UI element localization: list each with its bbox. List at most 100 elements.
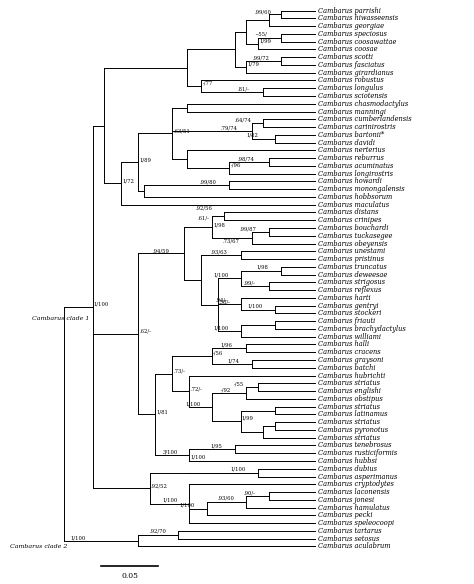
Text: Cambarus longirostris: Cambarus longirostris [318, 169, 393, 178]
Text: 1/100: 1/100 [71, 536, 86, 541]
Text: Cambarus clade 2: Cambarus clade 2 [9, 544, 67, 550]
Text: Cambarus hiwasseensis: Cambarus hiwasseensis [318, 15, 398, 22]
Text: Cambarus longulus: Cambarus longulus [318, 84, 383, 92]
Text: Cambarus clade 1: Cambarus clade 1 [32, 316, 90, 321]
Text: Cambarus parrishi: Cambarus parrishi [318, 6, 381, 15]
Text: ~55/: ~55/ [255, 32, 268, 37]
Text: .61/-: .61/- [198, 215, 210, 220]
Text: Cambarus graysoni: Cambarus graysoni [318, 356, 383, 364]
Text: Cambarus harti: Cambarus harti [318, 294, 371, 302]
Text: Cambarus striatus: Cambarus striatus [318, 418, 380, 426]
Text: Cambarus georgiae: Cambarus georgiae [318, 22, 384, 30]
Text: 1/81: 1/81 [156, 409, 168, 415]
Text: 1/96: 1/96 [221, 343, 233, 347]
Text: Cambarus hamulatus: Cambarus hamulatus [318, 503, 390, 512]
Text: .93/63: .93/63 [211, 249, 228, 255]
Text: -/55: -/55 [234, 381, 244, 387]
Text: Cambarus obstipus: Cambarus obstipus [318, 395, 383, 403]
Text: Cambarus halli: Cambarus halli [318, 340, 369, 349]
Text: 3/100: 3/100 [163, 449, 178, 454]
Text: .92/70: .92/70 [150, 529, 166, 534]
Text: Cambarus batchi: Cambarus batchi [318, 364, 375, 372]
Text: Cambarus fasciatus: Cambarus fasciatus [318, 61, 384, 69]
Text: Cambarus bouchardi: Cambarus bouchardi [318, 224, 389, 232]
Text: Cambarus maculatus: Cambarus maculatus [318, 201, 389, 208]
Text: .81/-: .81/- [238, 86, 250, 91]
Text: 1/82: 1/82 [246, 133, 258, 138]
Text: 1/99: 1/99 [242, 415, 254, 420]
Text: Cambarus asperimanus: Cambarus asperimanus [318, 472, 398, 481]
Text: Cambarus reburrus: Cambarus reburrus [318, 154, 384, 162]
Text: Cambarus obeyensis: Cambarus obeyensis [318, 239, 387, 248]
Text: Cambarus englishi: Cambarus englishi [318, 387, 381, 395]
Text: .90/-: .90/- [244, 490, 255, 495]
Text: 1/100: 1/100 [248, 304, 263, 309]
Text: 1/98: 1/98 [256, 265, 268, 270]
Text: Cambarus bartonii*: Cambarus bartonii* [318, 131, 384, 139]
Text: 1/100: 1/100 [185, 401, 201, 406]
Text: Cambarus monongalensis: Cambarus monongalensis [318, 185, 405, 193]
Text: .94/59: .94/59 [153, 248, 169, 253]
Text: 1/100: 1/100 [163, 498, 178, 503]
Text: Cambarus hubrichti: Cambarus hubrichti [318, 371, 385, 380]
Text: Cambarus speleocoopi: Cambarus speleocoopi [318, 519, 394, 527]
Text: 1/100: 1/100 [93, 302, 109, 307]
Text: .92/52: .92/52 [150, 483, 167, 488]
Text: Cambarus hobbsorum: Cambarus hobbsorum [318, 193, 392, 201]
Text: Cambarus davidi: Cambarus davidi [318, 138, 375, 147]
Text: Cambarus tuckasegee: Cambarus tuckasegee [318, 232, 392, 240]
Text: .99/72: .99/72 [252, 55, 269, 60]
Text: 1/98: 1/98 [214, 222, 226, 227]
Text: -/92: -/92 [221, 387, 231, 392]
Text: Cambarus williami: Cambarus williami [318, 333, 381, 340]
Text: Cambarus unestami: Cambarus unestami [318, 247, 385, 255]
Text: .63/51: .63/51 [174, 128, 191, 133]
Text: .99/87: .99/87 [239, 226, 256, 231]
Text: 1/79: 1/79 [248, 62, 260, 67]
Text: .98/74: .98/74 [238, 156, 255, 161]
Text: .73/67: .73/67 [222, 238, 239, 244]
Text: Cambarus gentryi: Cambarus gentryi [318, 302, 379, 310]
Text: Cambarus dubius: Cambarus dubius [318, 465, 377, 473]
Text: .99/-: .99/- [244, 280, 255, 286]
Text: 1/100: 1/100 [190, 454, 206, 460]
Text: Cambarus tartarus: Cambarus tartarus [318, 527, 382, 535]
Text: .92/56: .92/56 [195, 206, 212, 211]
Text: 1/100: 1/100 [214, 325, 229, 330]
Text: .64/74: .64/74 [235, 117, 252, 123]
Text: 1/100: 1/100 [180, 503, 195, 507]
Text: 1/99: 1/99 [259, 39, 271, 44]
Text: .93/60: .93/60 [218, 496, 235, 501]
Text: Cambarus scotti: Cambarus scotti [318, 53, 373, 61]
Text: Cambarus sciotensis: Cambarus sciotensis [318, 92, 387, 100]
Text: Cambarus cracens: Cambarus cracens [318, 348, 381, 356]
Text: Cambarus deweesae: Cambarus deweesae [318, 270, 387, 279]
Text: .99/60: .99/60 [255, 9, 272, 15]
Text: 0.05: 0.05 [121, 572, 138, 580]
Text: Cambarus jonesi: Cambarus jonesi [318, 496, 374, 504]
Text: 1/89: 1/89 [140, 157, 152, 162]
Text: -/96: -/96 [231, 162, 241, 167]
Text: Cambarus cumberlandensis: Cambarus cumberlandensis [318, 115, 412, 123]
Text: Cambarus girardianus: Cambarus girardianus [318, 69, 393, 77]
Text: Cambarus strigosus: Cambarus strigosus [318, 279, 385, 286]
Text: Cambarus laconensis: Cambarus laconensis [318, 488, 390, 496]
Text: Cambarus striatus: Cambarus striatus [318, 402, 380, 411]
Text: 1/100: 1/100 [214, 273, 229, 278]
Text: 1/95: 1/95 [210, 444, 222, 449]
Text: Cambarus carinirostris: Cambarus carinirostris [318, 123, 396, 131]
Text: .58/-: .58/- [219, 300, 231, 305]
Text: .72/-: .72/- [190, 387, 202, 391]
Text: .79/74: .79/74 [221, 125, 237, 130]
Text: Cambarus coosae: Cambarus coosae [318, 46, 378, 53]
Text: .73/-: .73/- [173, 369, 185, 374]
Text: Cambarus cryptodytes: Cambarus cryptodytes [318, 480, 394, 488]
Text: Cambarus striatus: Cambarus striatus [318, 380, 380, 387]
Text: Cambarus brachydactylus: Cambarus brachydactylus [318, 325, 406, 333]
Text: Cambarus rusticiformis: Cambarus rusticiformis [318, 449, 397, 457]
Text: Cambarus coosawattae: Cambarus coosawattae [318, 37, 396, 46]
Text: 1/100: 1/100 [231, 467, 246, 472]
Text: Cambarus nerterius: Cambarus nerterius [318, 147, 385, 154]
Text: 1/74: 1/74 [228, 358, 240, 363]
Text: 1/72: 1/72 [123, 179, 135, 183]
